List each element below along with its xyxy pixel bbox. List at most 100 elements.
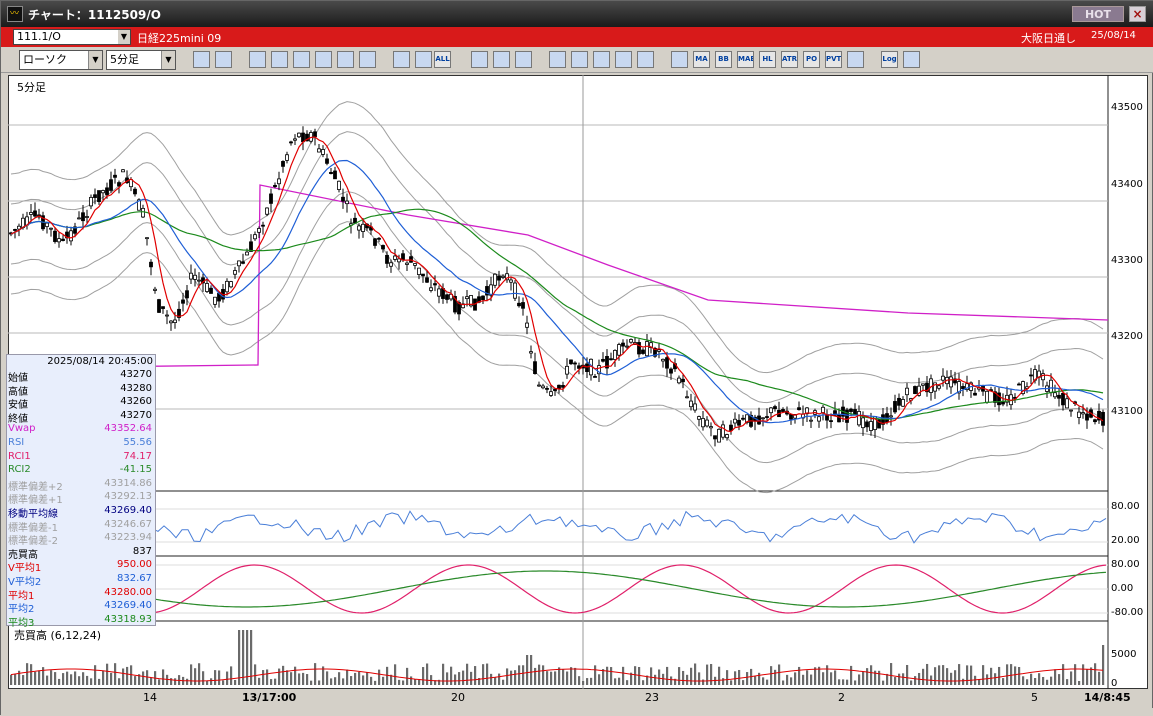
title-bar[interactable]: 〰 チャート：1112509/O HOT × [1, 1, 1153, 27]
volume-bar [438, 679, 441, 685]
toolbar-bb-button[interactable]: BB [715, 51, 732, 68]
toolbar-all-button[interactable]: ALL [434, 51, 451, 68]
zoom-icon[interactable] [571, 51, 588, 68]
moving-average-mid [10, 159, 1104, 424]
volume-bar [190, 664, 193, 685]
volume-bar [634, 666, 637, 685]
chevron-down-icon[interactable]: ▼ [88, 51, 102, 69]
volume-bar [698, 672, 701, 685]
volume-bar [1070, 671, 1073, 685]
volume-bar [990, 667, 993, 685]
download-icon[interactable] [549, 51, 566, 68]
toolbar-log-button[interactable]: Log [881, 51, 898, 68]
volume-bar [222, 680, 225, 685]
timeframe-select[interactable]: 5分足 ▼ [106, 50, 176, 70]
toolbar-mae-button[interactable]: MAE [737, 51, 754, 68]
hot-button[interactable]: HOT [1072, 6, 1124, 22]
volume-bar [814, 667, 817, 685]
panel-row-value: 837 [132, 545, 152, 557]
candle-body [101, 190, 105, 194]
candle-body [637, 342, 641, 355]
candle-body [237, 260, 241, 267]
candle-body [57, 238, 61, 243]
toolbar-po-button[interactable]: PO [803, 51, 820, 68]
candle-body [1061, 392, 1065, 406]
candle-body [561, 385, 565, 388]
cursor-icon[interactable] [293, 51, 310, 68]
candle-body [113, 174, 117, 178]
candle-a-icon[interactable] [393, 51, 410, 68]
close-icon[interactable]: × [1129, 6, 1146, 22]
brush-icon[interactable] [493, 51, 510, 68]
symbol-input[interactable]: 111.1/O ▼ [13, 29, 131, 45]
candle-body [73, 226, 77, 234]
chart-canvas[interactable] [8, 75, 1148, 689]
volume-bar [842, 679, 845, 685]
volume-bar [366, 672, 369, 685]
chevron-down-icon[interactable]: ▼ [118, 30, 130, 44]
volume-bar [414, 679, 417, 685]
mark-icon[interactable] [615, 51, 632, 68]
candle-body [701, 418, 705, 428]
indicator-icon[interactable] [671, 51, 688, 68]
trash-icon[interactable] [359, 51, 376, 68]
candle-body [933, 382, 937, 392]
volume-bar [30, 664, 33, 685]
exit-icon[interactable] [903, 51, 920, 68]
volume-bar [202, 671, 205, 685]
volume-bar [82, 672, 85, 685]
volume-bar [642, 680, 645, 685]
volume-bar [674, 678, 677, 685]
palette-icon[interactable] [515, 51, 532, 68]
grid-icon[interactable] [593, 51, 610, 68]
gear-icon[interactable] [471, 51, 488, 68]
panel-datetime: 2025/08/14 20:45:00 [47, 356, 153, 367]
volume-bar [106, 663, 109, 685]
volume-bar [46, 675, 49, 685]
candle-body [257, 228, 261, 233]
volume-bar [798, 666, 801, 685]
window-icon[interactable] [215, 51, 232, 68]
panel-row-key: 安値 [8, 400, 28, 412]
timeframe-label: 5分足 [17, 81, 46, 94]
candle-body [761, 417, 765, 420]
magnifier-icon[interactable] [193, 51, 210, 68]
chevron-down-icon[interactable]: ▼ [161, 51, 175, 69]
tool-icon[interactable] [271, 51, 288, 68]
volume-bar [342, 678, 345, 685]
volume-bar [1050, 676, 1053, 685]
chart-type-select[interactable]: ローソク ▼ [19, 50, 103, 70]
time-axis-tick: 20 [451, 691, 465, 704]
volume-bar [682, 670, 685, 685]
return-icon[interactable] [315, 51, 332, 68]
volume-bar [18, 670, 21, 685]
pencil-icon[interactable] [249, 51, 266, 68]
toolbar-hl-button[interactable]: HL [759, 51, 776, 68]
volume-bar [866, 668, 869, 685]
candle-body [181, 299, 185, 304]
volume-bar [1010, 664, 1013, 685]
volume-bar [806, 670, 809, 685]
candle-body [953, 378, 957, 384]
toolbar-pvt-button[interactable]: PVT [825, 51, 842, 68]
toolbar-atr-button[interactable]: ATR [781, 51, 798, 68]
candle-body [121, 169, 125, 173]
volume-bar [926, 663, 929, 685]
volume-bar [850, 665, 853, 685]
volume-bar [426, 663, 429, 685]
disabled-icon[interactable] [637, 51, 654, 68]
panel-row-value: 43246.67 [104, 518, 152, 530]
candle-body [889, 415, 893, 418]
toolbar-ma-button[interactable]: MA [693, 51, 710, 68]
volume-bar [618, 677, 621, 685]
candle-b-icon[interactable] [415, 51, 432, 68]
candle-body [337, 180, 341, 190]
candle-body [489, 284, 493, 296]
volume-bar [58, 678, 61, 685]
box-icon[interactable] [847, 51, 864, 68]
candle-body [177, 308, 181, 318]
volume-bar [370, 676, 373, 685]
notepad-icon[interactable] [337, 51, 354, 68]
volume-bar [902, 673, 905, 685]
volume-bar [690, 667, 693, 685]
